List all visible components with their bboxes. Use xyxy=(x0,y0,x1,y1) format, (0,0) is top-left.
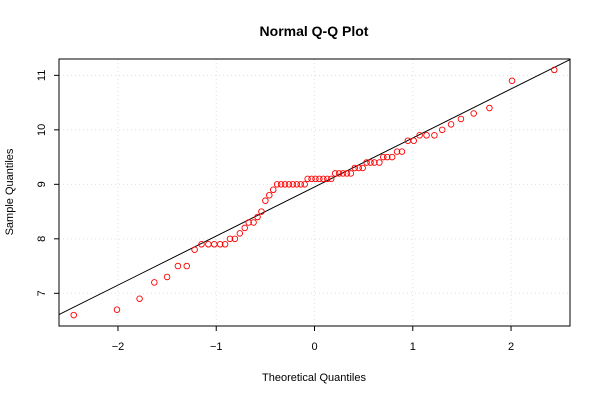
data-point xyxy=(320,175,327,183)
data-point xyxy=(241,224,248,232)
reference-line xyxy=(58,59,571,316)
reference-line-group xyxy=(58,59,571,316)
data-point xyxy=(359,164,366,172)
data-point xyxy=(423,132,430,139)
data-point xyxy=(273,181,281,188)
data-point xyxy=(301,181,308,188)
data-point xyxy=(486,104,493,112)
data-point xyxy=(351,164,359,172)
data-point xyxy=(331,170,339,177)
y-axis: 7 8 9 10 11 xyxy=(36,70,59,296)
data-point xyxy=(297,181,304,188)
grid-lines xyxy=(59,59,570,326)
data-point xyxy=(163,273,171,281)
y-tick-label: 10 xyxy=(36,124,48,136)
data-point xyxy=(551,66,558,74)
data-point xyxy=(231,235,239,243)
data-point xyxy=(367,159,374,166)
data-point xyxy=(216,241,224,248)
data-point xyxy=(447,121,455,128)
data-point xyxy=(226,235,234,243)
data-point xyxy=(281,181,289,188)
data-point xyxy=(431,132,438,139)
y-tick-label: 11 xyxy=(36,70,48,81)
data-point xyxy=(285,181,293,188)
data-point xyxy=(266,191,273,199)
data-point xyxy=(254,213,261,221)
data-point xyxy=(211,241,218,248)
data-point xyxy=(355,164,362,172)
x-axis: −2 −1 0 1 2 xyxy=(112,326,514,353)
data-points xyxy=(70,66,558,319)
data-point xyxy=(388,153,396,161)
data-point xyxy=(304,175,311,183)
data-point xyxy=(198,241,205,248)
data-point xyxy=(324,175,331,183)
data-point xyxy=(343,170,351,177)
data-point xyxy=(174,262,182,270)
data-point xyxy=(183,262,190,270)
y-tick-label: 9 xyxy=(36,181,48,187)
data-point xyxy=(363,159,370,166)
data-point xyxy=(380,153,387,161)
data-point xyxy=(221,241,229,248)
data-point xyxy=(410,137,418,144)
data-point xyxy=(470,110,477,117)
data-point xyxy=(335,170,343,177)
data-point xyxy=(439,126,446,134)
data-point xyxy=(245,219,252,226)
chart-title: Normal Q-Q Plot xyxy=(260,23,369,39)
data-point xyxy=(136,295,143,303)
data-point xyxy=(457,115,465,123)
data-point xyxy=(113,306,121,313)
data-point xyxy=(316,175,323,183)
data-point xyxy=(312,175,319,183)
x-tick-label: −1 xyxy=(210,341,223,353)
y-axis-label: Sample Quantiles xyxy=(4,148,16,235)
data-point xyxy=(277,181,285,188)
data-point xyxy=(339,170,347,177)
data-point xyxy=(393,148,401,155)
x-tick-label: 1 xyxy=(410,341,416,353)
y-tick-label: 8 xyxy=(36,236,48,242)
data-point xyxy=(398,148,406,155)
x-tick-label: −2 xyxy=(112,341,125,353)
y-tick-label: 7 xyxy=(36,290,48,296)
data-point xyxy=(371,159,378,166)
data-point xyxy=(191,246,198,253)
data-point xyxy=(308,175,315,183)
data-point xyxy=(236,230,244,237)
data-point xyxy=(262,197,269,204)
data-point xyxy=(383,153,391,161)
data-point xyxy=(250,219,257,226)
data-point xyxy=(289,181,297,188)
data-point xyxy=(327,175,335,183)
x-tick-label: 2 xyxy=(508,341,514,353)
data-point xyxy=(416,132,423,139)
data-point xyxy=(269,186,277,194)
data-point xyxy=(151,279,158,286)
x-tick-label: 0 xyxy=(311,341,317,353)
x-axis-label: Theoretical Quantiles xyxy=(262,372,366,384)
data-point xyxy=(258,208,265,215)
data-point xyxy=(70,311,77,319)
data-point xyxy=(508,77,516,85)
data-point xyxy=(293,181,301,188)
data-point xyxy=(376,159,383,166)
data-point xyxy=(205,241,212,248)
data-point xyxy=(347,170,355,177)
